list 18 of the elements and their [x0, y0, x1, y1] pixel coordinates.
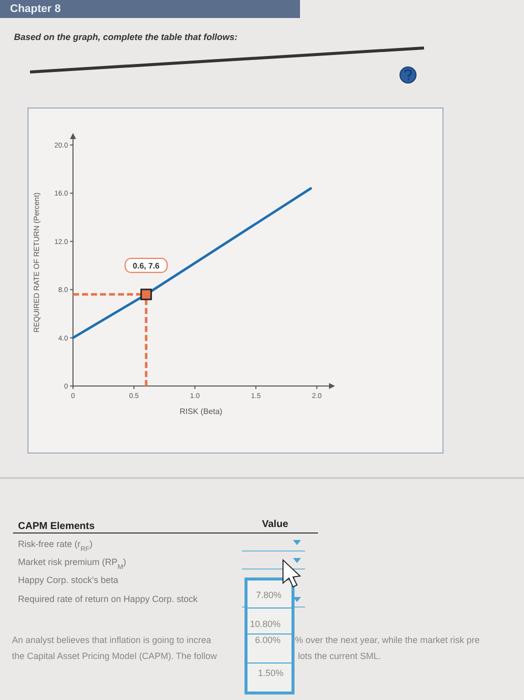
text: 6.00%: [255, 635, 281, 645]
x-axis-title: RISK (Beta): [180, 407, 223, 416]
text: 1.50%: [258, 668, 284, 678]
text: Chapter 8: [10, 3, 61, 15]
text: Required rate of return on Happy Corp. stock: [18, 594, 198, 604]
text: Market risk premium (RP$_{M}$): [18, 557, 126, 570]
chart-title: Based on the graph, complete the table that follows:: [14, 32, 238, 42]
text: 10.80%: [250, 619, 281, 629]
text: % over the next year, while the market risk pre: [295, 635, 480, 645]
text: lots the current SML.: [298, 651, 382, 661]
text: An analyst believes that inflation is going to increa: [12, 635, 212, 645]
text: CAPM Elements: [18, 521, 96, 532]
text: the Capital Asset Pricing Model (CAPM). The follow: [12, 651, 218, 661]
annotation: 0.6, 7.6: [132, 261, 160, 270]
text: Risk-free rate (r$_{RF}$): [18, 539, 93, 552]
text: 7.80%: [256, 590, 282, 600]
text: Value: [262, 519, 289, 530]
text: Happy Corp. stock's beta: [18, 575, 118, 585]
